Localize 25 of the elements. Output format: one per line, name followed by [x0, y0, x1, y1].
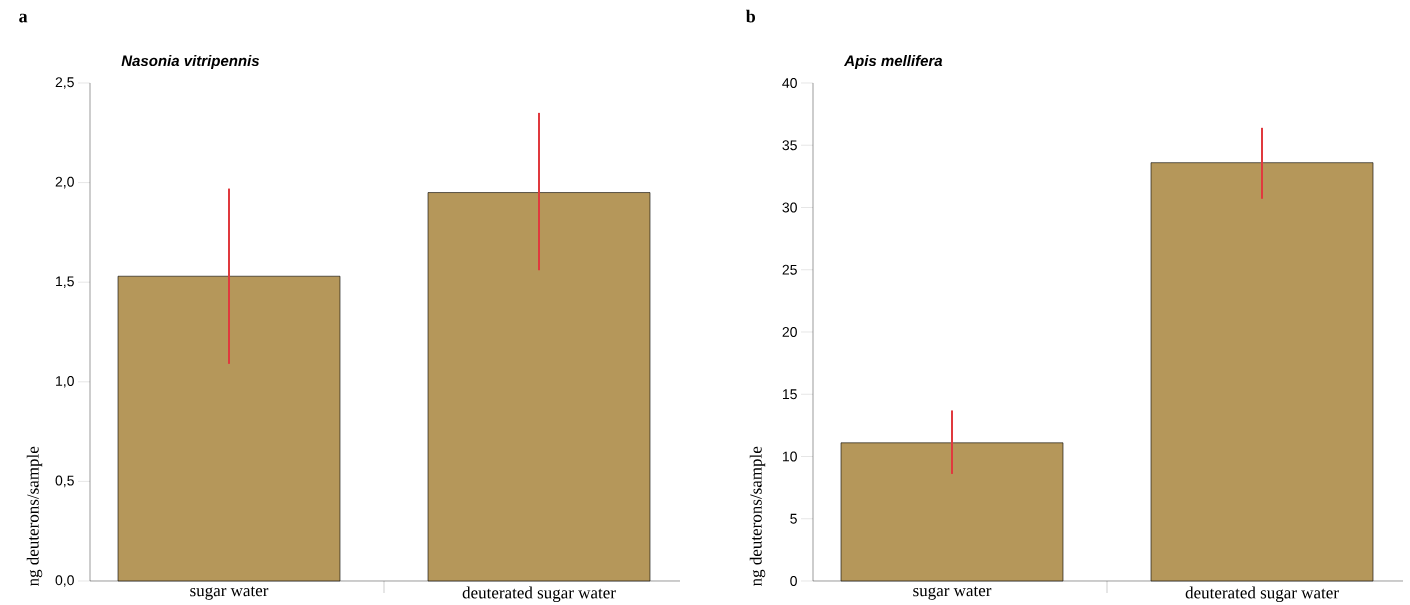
x-tick-label: sugar water — [190, 586, 269, 600]
y-tick-label: 15 — [782, 389, 797, 400]
y-tick-label: 25 — [782, 264, 797, 275]
y-tick-label: 2,0 — [55, 176, 74, 189]
y-tick-label: 1,5 — [56, 276, 74, 288]
x-tick-label: deuterated sugar water — [462, 586, 616, 602]
chart-title: Apis mellifera — [843, 55, 943, 70]
y-tick-label: 40 — [782, 78, 797, 88]
x-tick-label: sugar water — [913, 586, 992, 600]
y-tick-label: 0 — [790, 576, 797, 586]
text: a — [19, 13, 28, 23]
y-axis-title: ng deuterons/sample — [749, 446, 766, 587]
y-tick-label: 5 — [790, 513, 797, 524]
y-axis-title: ng deuterons/sample — [26, 446, 43, 587]
y-tick-label: 0,5 — [55, 475, 74, 488]
y-tick-label: 30 — [782, 202, 797, 213]
y-tick-label: 10 — [782, 451, 797, 462]
y-tick-label: 1,0 — [56, 376, 74, 388]
x-tick-label: deuterated sugar water — [1185, 586, 1339, 602]
y-tick-label: 0,0 — [55, 575, 74, 587]
y-tick-label: 2,5 — [55, 77, 74, 89]
y-tick-label: 20 — [782, 327, 797, 337]
text: b — [745, 9, 756, 23]
chart-title: Nasonia vitripennis — [121, 55, 260, 70]
y-tick-label: 35 — [782, 140, 797, 151]
